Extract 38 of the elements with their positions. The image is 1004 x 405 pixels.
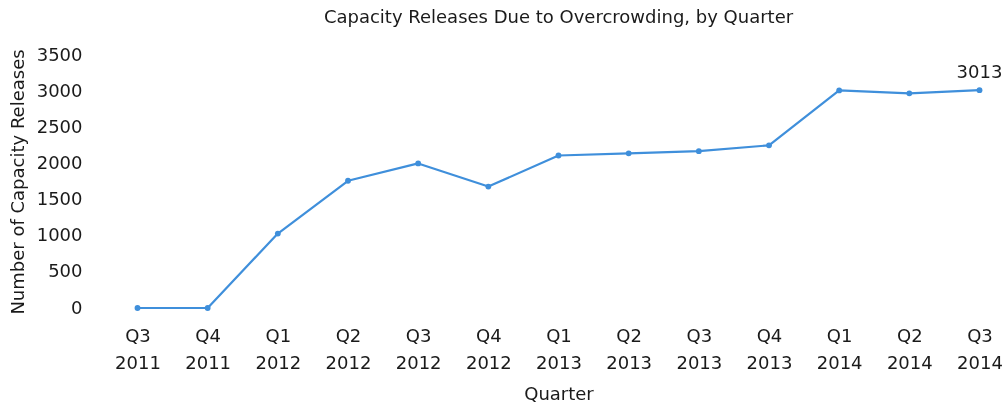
- x-tick-label: Q4 2013: [746, 324, 793, 373]
- x-axis-title: Quarter: [524, 382, 595, 404]
- data-label: 3013: [956, 61, 1003, 83]
- point: [555, 152, 562, 159]
- point: [906, 90, 913, 97]
- x-tick-label: Q2 2013: [606, 324, 653, 373]
- x-tick-label: Q3 2012: [395, 324, 442, 373]
- chart-title: Capacity Releases Due to Overcrowding, by Quarter: [323, 6, 794, 27]
- y-tick-label: 2000: [36, 151, 83, 173]
- point: [485, 183, 492, 190]
- point: [625, 150, 632, 157]
- y-tick-label: 1500: [36, 188, 83, 210]
- x-tick-label: Q2 2012: [325, 324, 372, 373]
- y-axis-title: Number of Capacity Releases: [6, 49, 28, 315]
- y-tick-label: 3500: [36, 43, 83, 65]
- point: [204, 305, 211, 311]
- point: [134, 305, 141, 311]
- x-tick-label: Q2 2014: [886, 324, 933, 373]
- x-tick-label: Q3 2013: [676, 324, 723, 373]
- point: [695, 148, 702, 155]
- y-tick-label: 2500: [36, 115, 83, 137]
- point: [836, 87, 843, 94]
- y-tick-label: 500: [48, 260, 83, 282]
- y-tick-label: 1000: [36, 224, 83, 246]
- y-tick-label: 0: [71, 296, 83, 318]
- y-tick-label: 3000: [36, 79, 83, 101]
- x-tick-label: Q3 2011: [115, 324, 161, 373]
- x-tick-label: Q4 2012: [465, 324, 512, 373]
- x-tick-label: Q3 2014: [957, 324, 1003, 373]
- point: [976, 87, 983, 94]
- x-tick-label: Q1 2013: [536, 324, 582, 373]
- point: [415, 160, 422, 167]
- x-tick-label: Q1 2012: [255, 324, 302, 373]
- point: [345, 177, 351, 184]
- point: [274, 230, 281, 237]
- x-tick-label: Q1 2014: [816, 324, 863, 373]
- point: [766, 142, 772, 149]
- x-tick-label: Q4 2011: [185, 324, 232, 373]
